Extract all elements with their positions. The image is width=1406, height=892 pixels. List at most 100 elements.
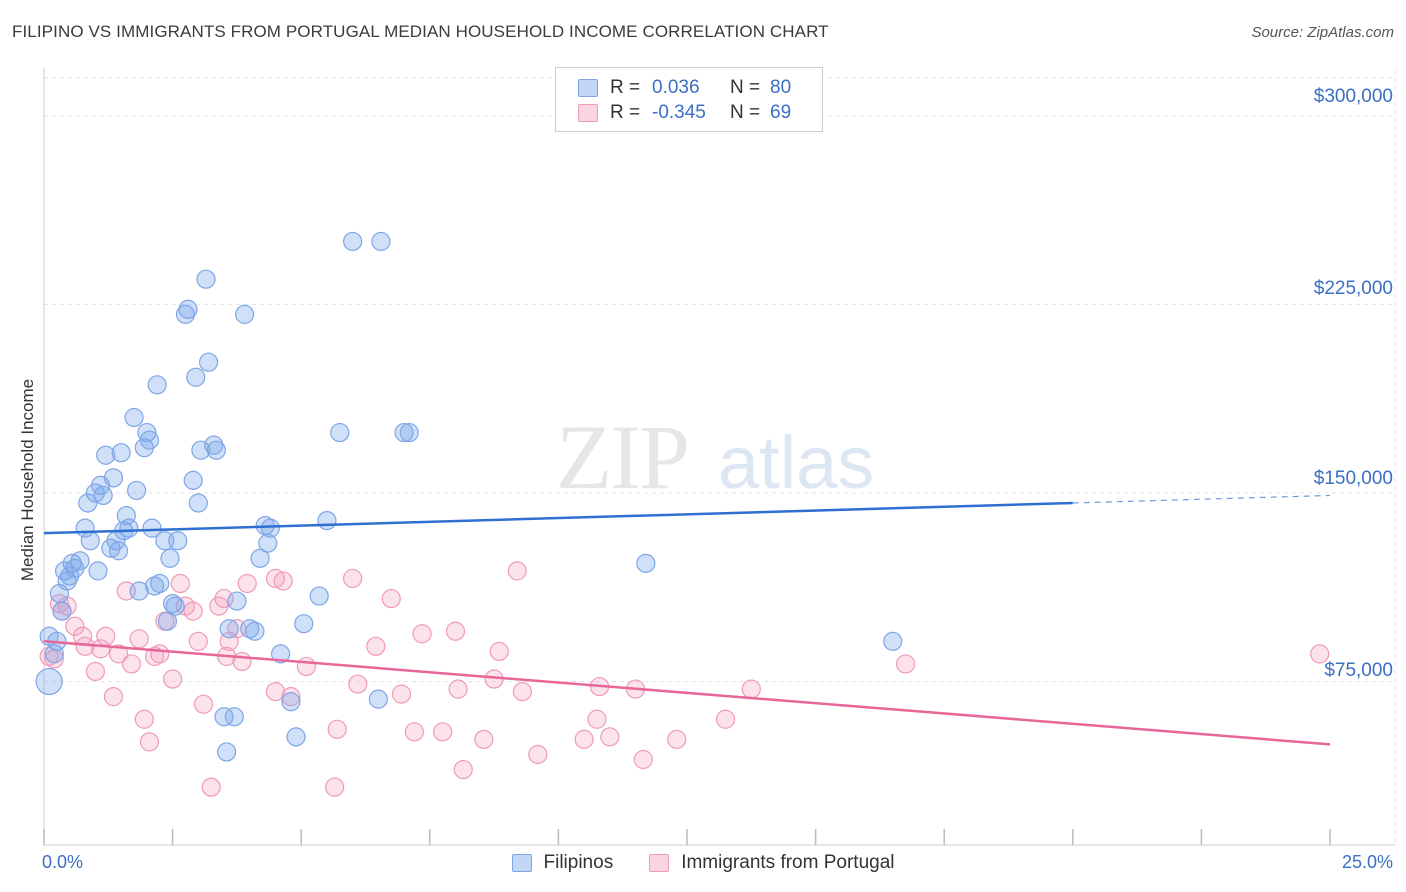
portugal-point xyxy=(348,674,368,694)
portugal-point xyxy=(296,656,316,677)
portugal-point xyxy=(273,571,293,591)
correlation-legend: R = 0.036 N = 80 R = -0.345 N = 69 xyxy=(555,67,823,132)
portugal-point xyxy=(507,561,527,581)
axes xyxy=(43,68,1395,846)
portugal-point xyxy=(163,669,183,689)
portugal-point xyxy=(65,616,85,636)
legend-row-portugal: R = -0.345 N = 69 xyxy=(578,101,791,125)
filipino-point xyxy=(258,533,278,553)
filipino-point xyxy=(219,619,239,639)
watermark-atlas: atlas xyxy=(718,421,874,504)
portugal-point xyxy=(896,654,916,674)
portugal-point xyxy=(265,568,286,589)
portugal-point xyxy=(85,661,106,682)
filipino-point xyxy=(368,689,388,709)
portugal-point xyxy=(528,744,548,765)
filipino-point xyxy=(260,518,280,538)
zipatlas-watermark: ZIP atlas xyxy=(556,406,874,508)
filipino-point xyxy=(343,231,363,252)
portugal-point xyxy=(600,727,620,747)
legend-swatch-blue xyxy=(578,79,598,97)
filipino-point xyxy=(178,299,198,319)
series-filipinos-points xyxy=(35,231,903,762)
legend-row-filipinos: R = 0.036 N = 80 xyxy=(578,76,791,100)
portugal-point xyxy=(489,641,509,661)
filipino-point xyxy=(163,593,183,614)
filipino-point xyxy=(116,505,136,526)
filipino-point xyxy=(636,553,656,573)
filipino-point xyxy=(199,352,219,372)
filipino-point xyxy=(126,480,147,501)
filipino-point xyxy=(204,435,224,455)
portugal-point xyxy=(134,709,154,729)
filipino-point xyxy=(191,440,211,460)
filipino-point xyxy=(147,375,167,395)
filipino-point xyxy=(139,430,160,450)
filipino-point xyxy=(883,631,903,651)
legend-r-value: -0.345 xyxy=(652,102,706,123)
filipino-point xyxy=(144,576,165,596)
filipino-point xyxy=(129,581,149,601)
legend-n-value: 69 xyxy=(770,102,792,123)
filipino-point xyxy=(371,231,391,252)
filipino-point xyxy=(317,510,337,531)
legend-item-filipinos[interactable]: Filipinos xyxy=(511,852,613,874)
filipino-point xyxy=(245,621,265,641)
legend-swatch-blue xyxy=(511,854,532,872)
portugal-point xyxy=(150,644,170,664)
filipino-point xyxy=(111,443,131,463)
portugal-trend-line xyxy=(43,640,1331,746)
filipino-point xyxy=(286,727,306,747)
filipino-point xyxy=(294,614,314,634)
portugal-point xyxy=(404,722,424,742)
filipino-point xyxy=(188,493,208,513)
y-axis-label: Median Household Income xyxy=(18,378,37,582)
portugal-point xyxy=(715,709,736,729)
filipino-point xyxy=(175,304,196,324)
legend-item-immigrants-from-portugal[interactable]: Immigrants from Portugal xyxy=(649,852,895,874)
portugal-point xyxy=(170,573,190,594)
filipino-point xyxy=(399,422,419,443)
filipinos-trend-line xyxy=(43,501,1073,535)
filipinos-trend-extension xyxy=(1072,494,1331,504)
source-label: Source: ZipAtlas.com xyxy=(1251,24,1394,41)
filipino-point xyxy=(160,548,180,568)
portugal-point xyxy=(188,631,208,651)
portugal-point xyxy=(343,568,363,589)
portugal-point xyxy=(327,719,347,739)
portugal-point xyxy=(325,777,345,797)
legend-item-label: Immigrants from Portugal xyxy=(681,852,895,873)
filipino-point xyxy=(240,619,260,639)
legend-n-label: N = xyxy=(730,102,761,123)
filipino-point xyxy=(103,468,124,488)
filipino-point xyxy=(227,591,247,611)
portugal-point xyxy=(193,694,214,714)
portugal-point xyxy=(667,729,687,749)
portugal-point xyxy=(39,646,59,666)
portugal-point xyxy=(366,636,386,656)
x-tick-label-min: 0.0% xyxy=(42,852,84,872)
portugal-point xyxy=(445,621,466,641)
filipino-point xyxy=(70,551,90,571)
portugal-point xyxy=(139,732,160,752)
filipino-point xyxy=(80,531,100,551)
portugal-point xyxy=(144,646,165,666)
portugal-point xyxy=(103,687,124,707)
filipino-point xyxy=(235,304,255,324)
filipino-point xyxy=(183,470,203,490)
portugal-point xyxy=(633,749,653,770)
filipino-point xyxy=(157,611,178,631)
filipino-point xyxy=(186,367,206,387)
filipino-point xyxy=(150,573,170,594)
legend-r-label: R = xyxy=(610,102,641,123)
y-tick-label: $75,000 xyxy=(1324,660,1393,681)
filipino-point xyxy=(93,485,113,506)
filipino-point xyxy=(78,493,98,513)
filipino-point xyxy=(168,531,188,551)
y-tick-label: $225,000 xyxy=(1313,278,1393,299)
chart-title: FILIPINO VS IMMIGRANTS FROM PORTUGAL MED… xyxy=(12,22,829,41)
legend-r-value: 0.036 xyxy=(652,77,700,98)
portugal-point xyxy=(265,681,286,702)
portugal-point xyxy=(381,588,401,609)
